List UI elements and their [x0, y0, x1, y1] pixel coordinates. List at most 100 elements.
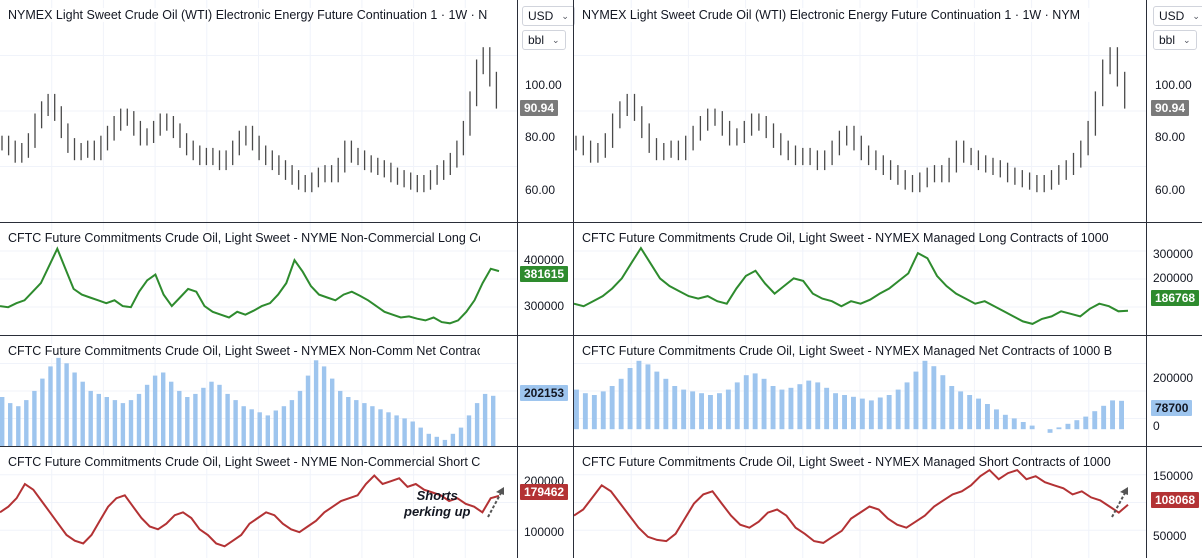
price-pane[interactable]: NYMEX Light Sweet Crude Oil (WTI) Electr…: [574, 0, 1202, 222]
series-bar: [48, 366, 53, 446]
series-bar: [297, 390, 303, 446]
series-bar: [394, 415, 399, 446]
pane-divider[interactable]: [0, 446, 574, 447]
series-bar: [354, 400, 359, 446]
long-last-value: 186768: [1151, 290, 1200, 306]
series-bar: [833, 393, 838, 430]
series-bar: [940, 375, 946, 430]
net-pane[interactable]: CFTC Future Commitments Crude Oil, Light…: [0, 336, 574, 446]
short-tick: 50000: [1153, 529, 1187, 543]
short-pane-title: CFTC Future Commitments Crude Oil, Light…: [8, 455, 480, 469]
pane-divider[interactable]: [0, 222, 574, 223]
net-scale[interactable]: 200000 78700 0: [1146, 336, 1202, 446]
short-scale[interactable]: 150000 108068 50000: [1146, 447, 1202, 558]
price-pane-title: NYMEX Light Sweet Crude Oil (WTI) Electr…: [582, 8, 1122, 22]
series-bar: [144, 384, 150, 446]
series-bar: [654, 371, 660, 430]
short-pane[interactable]: CFTC Future Commitments Crude Oil, Light…: [0, 447, 574, 558]
series-bar: [1101, 405, 1107, 430]
series-bar: [450, 433, 456, 446]
net-tick: 200000: [1153, 371, 1194, 385]
pane-divider[interactable]: [574, 446, 1202, 447]
price-pane-title: NYMEX Light Sweet Crude Oil (WTI) Electr…: [8, 8, 488, 22]
series-bar: [64, 363, 69, 446]
series-bar: [1020, 422, 1026, 430]
net-pane-title: CFTC Future Commitments Crude Oil, Light…: [8, 344, 480, 358]
series-bar: [136, 393, 142, 446]
series-bar: [233, 400, 238, 446]
price-tick: 100.00: [525, 78, 562, 92]
series-bar: [690, 391, 696, 430]
short-pane[interactable]: CFTC Future Commitments Crude Oil, Light…: [574, 447, 1202, 558]
series-bar: [851, 396, 856, 430]
series-bar: [305, 375, 311, 446]
short-last-value: 179462: [520, 484, 569, 500]
currency-selector[interactable]: USD ⌄: [1153, 6, 1202, 26]
currency-label: USD: [1159, 9, 1185, 23]
series-bar: [201, 387, 206, 446]
series-bar: [330, 378, 335, 446]
series-bar: [1056, 427, 1062, 430]
price-pane[interactable]: NYMEX Light Sweet Crude Oil (WTI) Electr…: [0, 0, 575, 222]
short-chart-svg[interactable]: [574, 447, 1146, 558]
series-bar: [88, 390, 93, 446]
long-pane[interactable]: CFTC Future Commitments Crude Oil, Light…: [574, 223, 1202, 335]
series-bar: [24, 400, 29, 446]
unit-selector[interactable]: bbl ⌄: [1153, 30, 1197, 50]
unit-selector[interactable]: bbl ⌄: [522, 30, 566, 50]
annotation-text: Shorts perking up: [404, 488, 470, 520]
currency-selector[interactable]: USD ⌄: [522, 6, 575, 26]
series-bar: [56, 357, 61, 446]
net-scale[interactable]: 202153: [517, 336, 574, 446]
series-bar: [842, 395, 847, 430]
long-scale[interactable]: 300000 200000 186768: [1146, 223, 1202, 335]
series-bar: [434, 436, 439, 446]
series-bar: [591, 395, 597, 430]
series-bar: [922, 360, 928, 430]
pane-divider[interactable]: [574, 335, 1202, 336]
pane-divider[interactable]: [0, 335, 574, 336]
series-bar: [645, 364, 651, 430]
series-bar: [169, 381, 174, 446]
series-bar: [815, 382, 821, 430]
arrow-icon: [487, 490, 503, 518]
series-bar: [699, 393, 704, 430]
long-pane-title: CFTC Future Commitments Crude Oil, Light…: [8, 231, 480, 245]
price-scale[interactable]: USD ⌄ bbl ⌄ 100.00 90.94 80.00 60.00: [517, 0, 575, 222]
long-tick: 300000: [1153, 247, 1194, 261]
series-bar: [967, 395, 973, 430]
series-bar: [797, 384, 803, 430]
short-scale[interactable]: 200000 179462 100000: [517, 447, 574, 558]
series-bar: [249, 409, 254, 446]
series-bar: [904, 382, 910, 430]
column-divider[interactable]: [573, 0, 574, 558]
long-scale[interactable]: 400000 381615 300000: [517, 223, 574, 335]
long-chart-svg[interactable]: [0, 223, 517, 335]
series-bar: [338, 390, 343, 446]
series-bar: [474, 403, 480, 446]
series-bar: [386, 412, 391, 446]
series-bar: [1092, 411, 1098, 430]
long-pane[interactable]: CFTC Future Commitments Crude Oil, Light…: [0, 223, 574, 335]
series-bar: [177, 390, 182, 446]
price-chart-svg[interactable]: [0, 0, 517, 222]
net-pane[interactable]: CFTC Future Commitments Crude Oil, Light…: [574, 336, 1202, 446]
series-bar: [761, 378, 767, 430]
series-bar: [824, 387, 830, 430]
series-bar: [482, 393, 488, 446]
net-chart-svg[interactable]: [0, 336, 517, 446]
pane-divider[interactable]: [574, 222, 1202, 223]
price-scale[interactable]: USD ⌄ bbl ⌄ 100.00 90.94 80.00 60.00: [1146, 0, 1202, 222]
price-chart-svg[interactable]: [574, 0, 1146, 222]
series-bar: [321, 366, 327, 446]
series-bar: [104, 397, 109, 446]
series-line: [0, 474, 500, 548]
series-bar: [1074, 420, 1080, 430]
short-last-value: 108068: [1151, 492, 1200, 508]
net-pane-title: CFTC Future Commitments Crude Oil, Light…: [582, 344, 1112, 358]
series-bar: [859, 398, 865, 430]
net-chart-svg[interactable]: [574, 336, 1146, 446]
series-bar: [663, 378, 669, 430]
price-tick: 60.00: [525, 183, 556, 197]
price-last-value: 90.94: [520, 100, 559, 116]
